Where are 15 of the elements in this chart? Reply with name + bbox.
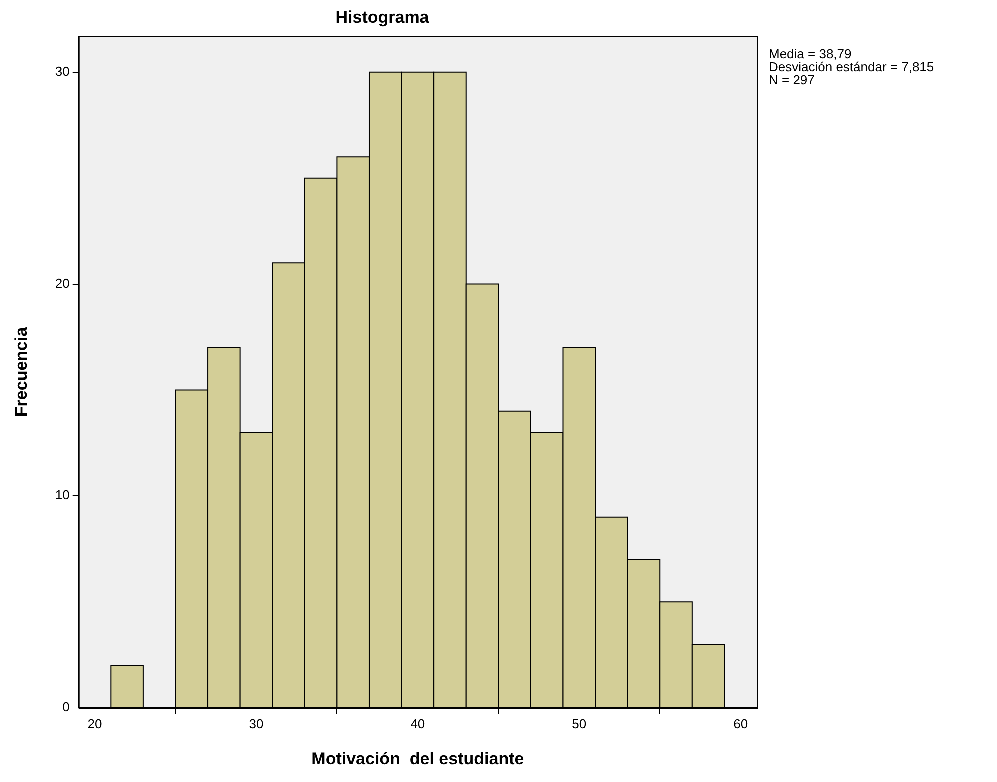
y-tick-label: 0 — [62, 700, 70, 715]
x-tick-label: 60 — [734, 716, 748, 732]
y-axis-title: Frecuencia — [12, 326, 31, 418]
x-tick-label: 50 — [572, 716, 587, 732]
text: Desviación estándar = 7,815 — [769, 59, 934, 74]
x-axis-title: Motivación del estudiante — [312, 749, 524, 768]
x-tick-label: 30 — [249, 716, 264, 732]
chart-title: Histograma — [336, 8, 430, 27]
y-tick-label: 20 — [55, 276, 70, 291]
x-tick-label: 40 — [410, 716, 426, 732]
text: Media = 38,79 — [769, 46, 852, 62]
text: N = 297 — [769, 72, 815, 88]
x-tick-label: 20 — [88, 716, 102, 732]
y-tick-label: 30 — [55, 64, 70, 79]
y-tick-label: 10 — [55, 488, 70, 503]
